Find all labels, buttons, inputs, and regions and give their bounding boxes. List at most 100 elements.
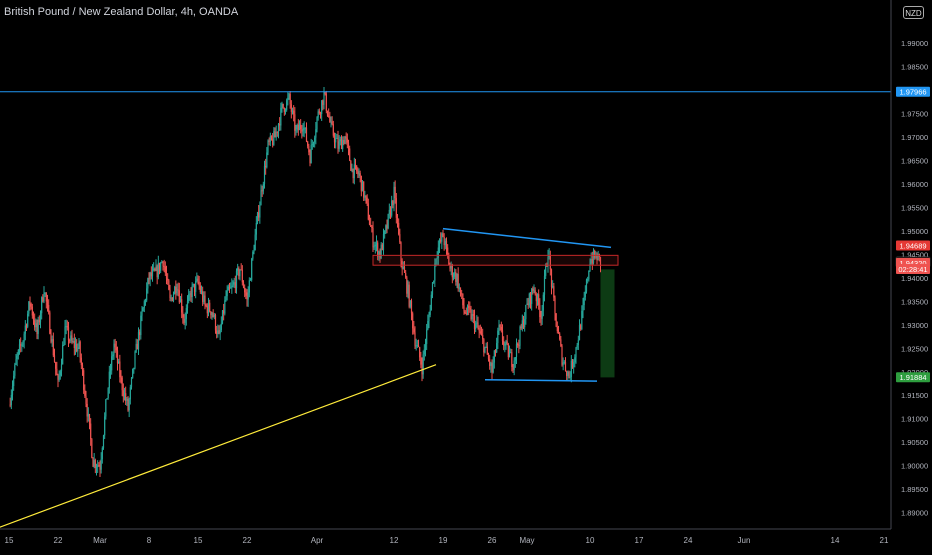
candle-body (427, 321, 429, 330)
candle-body (367, 203, 369, 220)
candle-body (423, 349, 425, 355)
candle-body (363, 181, 365, 198)
candle-body (375, 242, 378, 245)
candle-body (526, 303, 528, 305)
candle-body (455, 272, 457, 282)
candle-body (463, 305, 465, 312)
candle-body (324, 92, 326, 94)
target-box (600, 269, 615, 378)
candle-body (219, 329, 221, 334)
candle-body (261, 190, 263, 192)
time-tick-label: 14 (831, 536, 840, 545)
candle-body (247, 292, 249, 300)
candle-body (449, 265, 451, 269)
candle-body (485, 346, 487, 348)
candle-body (594, 250, 596, 258)
candle-body (24, 325, 26, 334)
candle-body (119, 361, 121, 378)
candle-body (76, 343, 78, 352)
candle-body (335, 138, 337, 143)
candle-body (267, 140, 269, 153)
candle-body (176, 289, 178, 294)
candle-body (186, 301, 189, 309)
candle-body (228, 286, 231, 289)
candle-body (436, 257, 438, 259)
candle-body (405, 272, 407, 278)
candle-body (79, 341, 81, 358)
price-tick-label: 1.98500 (901, 63, 928, 72)
candle-body (155, 266, 157, 271)
candle-body (225, 296, 227, 301)
candle-body (175, 286, 177, 294)
candle-body (553, 286, 555, 298)
candle-body (29, 301, 31, 304)
candle-body (167, 278, 169, 281)
candle-body (269, 136, 271, 142)
time-axis: 15 22 Mar 8 15 22 Apr 12 19 26 May 10 17 24 Jun 14 21 (5, 536, 889, 545)
candle-body (93, 460, 95, 467)
candle-body (10, 394, 12, 406)
candle-body (190, 293, 192, 298)
candle-body (308, 146, 310, 153)
candle-body (11, 386, 14, 395)
candle-body (475, 323, 477, 329)
candle-body (132, 368, 134, 378)
candle-body (163, 265, 165, 267)
candle-body (42, 297, 44, 302)
price-tag-label: 1.91884 (899, 373, 926, 382)
candle-body (136, 343, 138, 350)
candle-body (268, 140, 270, 142)
candle-body (74, 343, 77, 348)
candle-body (140, 315, 142, 336)
candle-body (252, 251, 254, 259)
candle-body (295, 129, 297, 131)
candle-body (272, 139, 274, 145)
candle-body (273, 131, 275, 145)
candle-body (332, 124, 334, 136)
candle-body (504, 343, 506, 346)
price-tick-label: 1.91000 (901, 415, 928, 424)
candle-body (128, 399, 130, 411)
candle-body (394, 186, 396, 199)
candle-body (88, 414, 91, 424)
candle-body (139, 331, 141, 336)
candle-body (513, 360, 515, 370)
candle-body (108, 371, 110, 388)
candle-body (200, 291, 203, 293)
candle-body (498, 325, 500, 331)
candle-body (581, 310, 583, 330)
candle-body (517, 343, 519, 346)
currency-badge[interactable]: NZD (903, 6, 924, 19)
candle-body (491, 363, 493, 373)
candle-body (294, 114, 296, 131)
candle-body (538, 294, 540, 306)
candle-body (311, 144, 313, 146)
candle-body (336, 138, 338, 140)
candle-body (235, 270, 238, 289)
candle-body (484, 346, 486, 353)
candle-body (254, 234, 256, 251)
price-tag-label: 1.94689 (899, 242, 926, 251)
candle-body (244, 287, 246, 293)
candle-body (157, 262, 159, 278)
candle-body (48, 304, 50, 313)
candle-body (38, 319, 40, 323)
candle-body (204, 295, 206, 305)
price-tag: 1.97966 (896, 86, 930, 97)
candle-body (569, 376, 571, 378)
time-tick-label: 19 (439, 536, 448, 545)
candle-body (77, 347, 79, 352)
candle-body (575, 347, 577, 358)
candle-body (438, 239, 441, 248)
candle-body (301, 129, 303, 132)
triangle-upper-line (442, 227, 612, 249)
price-tag-box (896, 372, 930, 383)
candle-body (518, 345, 520, 347)
candle-body (188, 294, 190, 302)
candle-body (424, 343, 427, 350)
candle-body (205, 304, 207, 306)
candle-body (321, 100, 323, 114)
candle-body (151, 270, 154, 277)
